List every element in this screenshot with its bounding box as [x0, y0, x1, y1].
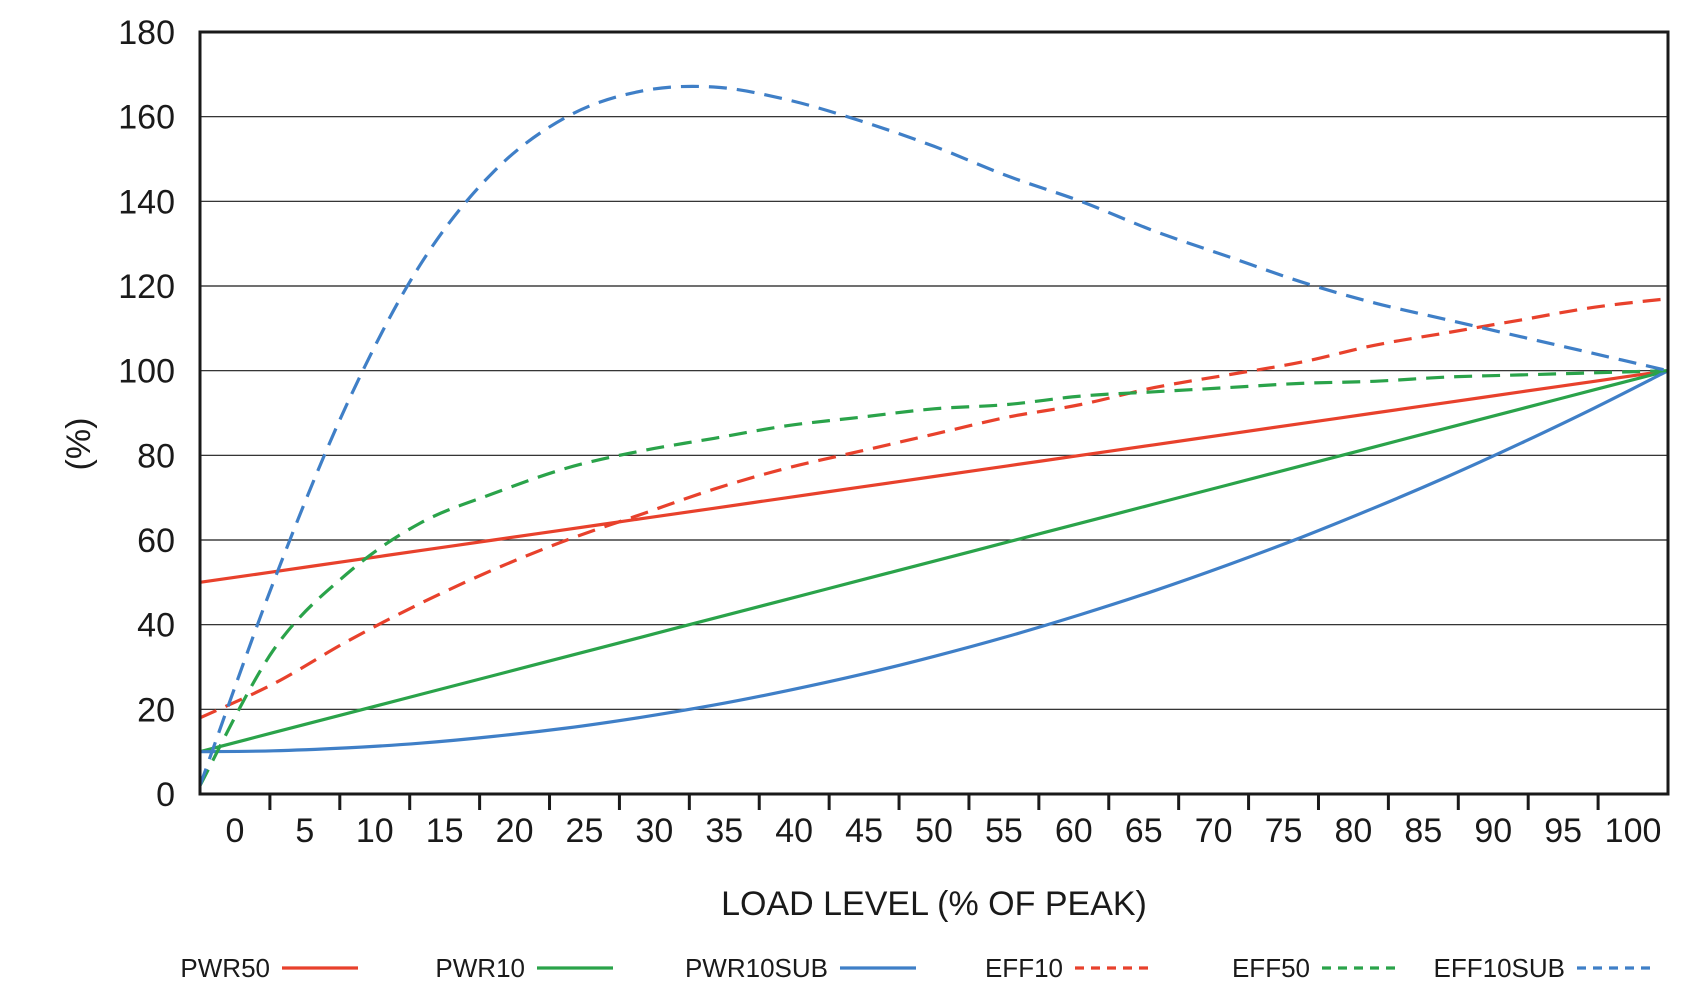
y-tick-label: 140	[118, 183, 175, 221]
x-tick-label: 100	[1605, 812, 1662, 850]
x-tick-label: 10	[356, 812, 394, 850]
y-axis-title: (%)	[60, 418, 98, 471]
x-tick-label: 85	[1404, 812, 1442, 850]
x-tick-label: 60	[1055, 812, 1093, 850]
x-tick-label: 80	[1335, 812, 1373, 850]
legend-label-eff50: EFF50	[1232, 953, 1310, 983]
y-tick-label: 100	[118, 353, 175, 391]
y-tick-label: 0	[156, 776, 175, 814]
x-tick-label: 15	[426, 812, 464, 850]
gridlines	[200, 116, 1668, 710]
legend-label-pwr10sub: PWR10SUB	[685, 953, 828, 983]
series-lines	[198, 84, 1669, 787]
plot-frame	[198, 30, 1670, 796]
legend-label-eff10: EFF10	[985, 953, 1063, 983]
x-tick-label: 0	[225, 812, 244, 850]
x-tick-label: 25	[566, 812, 604, 850]
x-tick-label: 20	[496, 812, 534, 850]
y-tick-label: 40	[137, 607, 175, 645]
x-tick-label: 50	[915, 812, 953, 850]
y-tick-label: 160	[118, 99, 175, 137]
legend-label-pwr10: PWR10	[435, 953, 525, 983]
series-line-eff50	[198, 369, 1669, 787]
y-tick-label: 120	[118, 268, 175, 306]
series-line-eff10sub	[198, 84, 1669, 787]
series-line-pwr10	[199, 369, 1669, 754]
y-tick-label: 180	[118, 14, 175, 52]
y-tick-label: 20	[137, 691, 175, 729]
y-tick-label: 60	[137, 522, 175, 560]
series-line-eff10	[199, 297, 1669, 720]
legend-label-eff10sub: EFF10SUB	[1434, 953, 1566, 983]
y-tick-label: 80	[137, 437, 175, 475]
x-tick-label: 90	[1474, 812, 1512, 850]
series-line-pwr10sub	[199, 369, 1669, 754]
x-tick-label: 40	[775, 812, 813, 850]
x-tick-label: 30	[635, 812, 673, 850]
legend-label-pwr50: PWR50	[180, 953, 270, 983]
x-tick-label: 35	[705, 812, 743, 850]
x-tick-label: 65	[1125, 812, 1163, 850]
series-line-pwr50	[199, 369, 1669, 584]
x-axis-title: LOAD LEVEL (% OF PEAK)	[721, 885, 1147, 923]
x-tick-label: 70	[1195, 812, 1233, 850]
x-tick-label: 5	[295, 812, 314, 850]
x-tick-label: 55	[985, 812, 1023, 850]
x-ticks: 0 5 10 15 20 25 30 35 40 45 50 55 60 65 70 75 80 85 90 95 10…	[225, 794, 1661, 850]
y-tick-labels: 0 20 40 60 80 100 120 140 160 180	[118, 14, 175, 814]
x-tick-label: 45	[845, 812, 883, 850]
legend: PWR50 PWR10 PWR10SUB EFF10 EFF50 EFF10SUB	[180, 953, 1653, 983]
x-tick-label: 75	[1265, 812, 1303, 850]
x-tick-label: 95	[1544, 812, 1582, 850]
